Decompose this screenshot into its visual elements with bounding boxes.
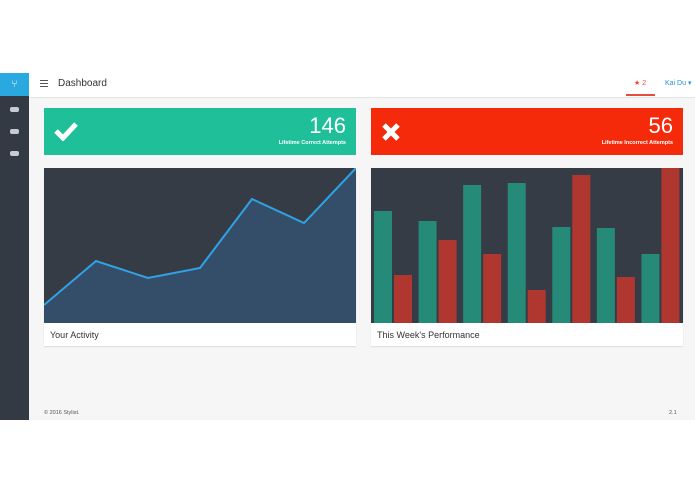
game-icon[interactable] — [10, 129, 19, 134]
chart — [371, 168, 683, 323]
activity-panel: Your Activity — [44, 168, 356, 346]
bar — [418, 221, 437, 323]
correct-card: 146 Lifetime Correct Attempts — [44, 108, 356, 155]
chart-title: This Week's Performance — [377, 330, 480, 340]
logo[interactable]: ⑂ — [0, 73, 29, 96]
dashboard-icon[interactable] — [10, 107, 19, 112]
user-name: Kai Du — [665, 80, 687, 87]
page-title: Dashboard — [58, 78, 107, 89]
bar — [596, 228, 615, 323]
user-menu[interactable]: Kai Du ▾ — [665, 80, 692, 87]
bar — [394, 275, 412, 323]
bar — [641, 254, 660, 323]
chart-title: Your Activity — [50, 330, 99, 340]
bar — [507, 183, 526, 323]
card-label: Lifetime Correct Attempts — [278, 140, 346, 146]
copyright: © 2016 Stylist. — [44, 410, 80, 416]
menu-button[interactable] — [40, 80, 48, 87]
app: ⑂ Dashboard ★ 2 Kai Du ▾ 146 Lifetime Co… — [0, 73, 695, 420]
incorrect-card: 56 Lifetime Incorrect Attempts — [371, 108, 683, 155]
line — [44, 168, 356, 306]
bar — [661, 168, 680, 323]
bar — [527, 290, 546, 323]
sidebar: ⑂ — [0, 73, 29, 420]
card-value: 146 — [309, 113, 346, 138]
topbar: Dashboard ★ 2 Kai Du ▾ — [29, 73, 695, 98]
performance-panel: This Week's Performance — [371, 168, 683, 346]
notifications[interactable]: ★ 2 — [634, 80, 647, 87]
cross-icon — [382, 123, 400, 141]
bar — [552, 227, 571, 323]
area — [44, 168, 356, 323]
keyboard-icon[interactable] — [10, 151, 19, 156]
notification-count: 2 — [642, 80, 647, 87]
bar — [438, 240, 457, 323]
check-icon — [54, 122, 78, 141]
bar — [616, 277, 635, 323]
active-underline — [626, 94, 655, 96]
bar — [572, 175, 591, 323]
version: 2.1 — [669, 410, 677, 416]
bar — [374, 211, 392, 323]
bar — [483, 254, 502, 323]
card-value: 56 — [648, 113, 673, 138]
card-label: Lifetime Incorrect Attempts — [601, 140, 673, 146]
chart — [44, 168, 356, 323]
bar — [463, 185, 482, 323]
chart-bg — [371, 168, 683, 323]
